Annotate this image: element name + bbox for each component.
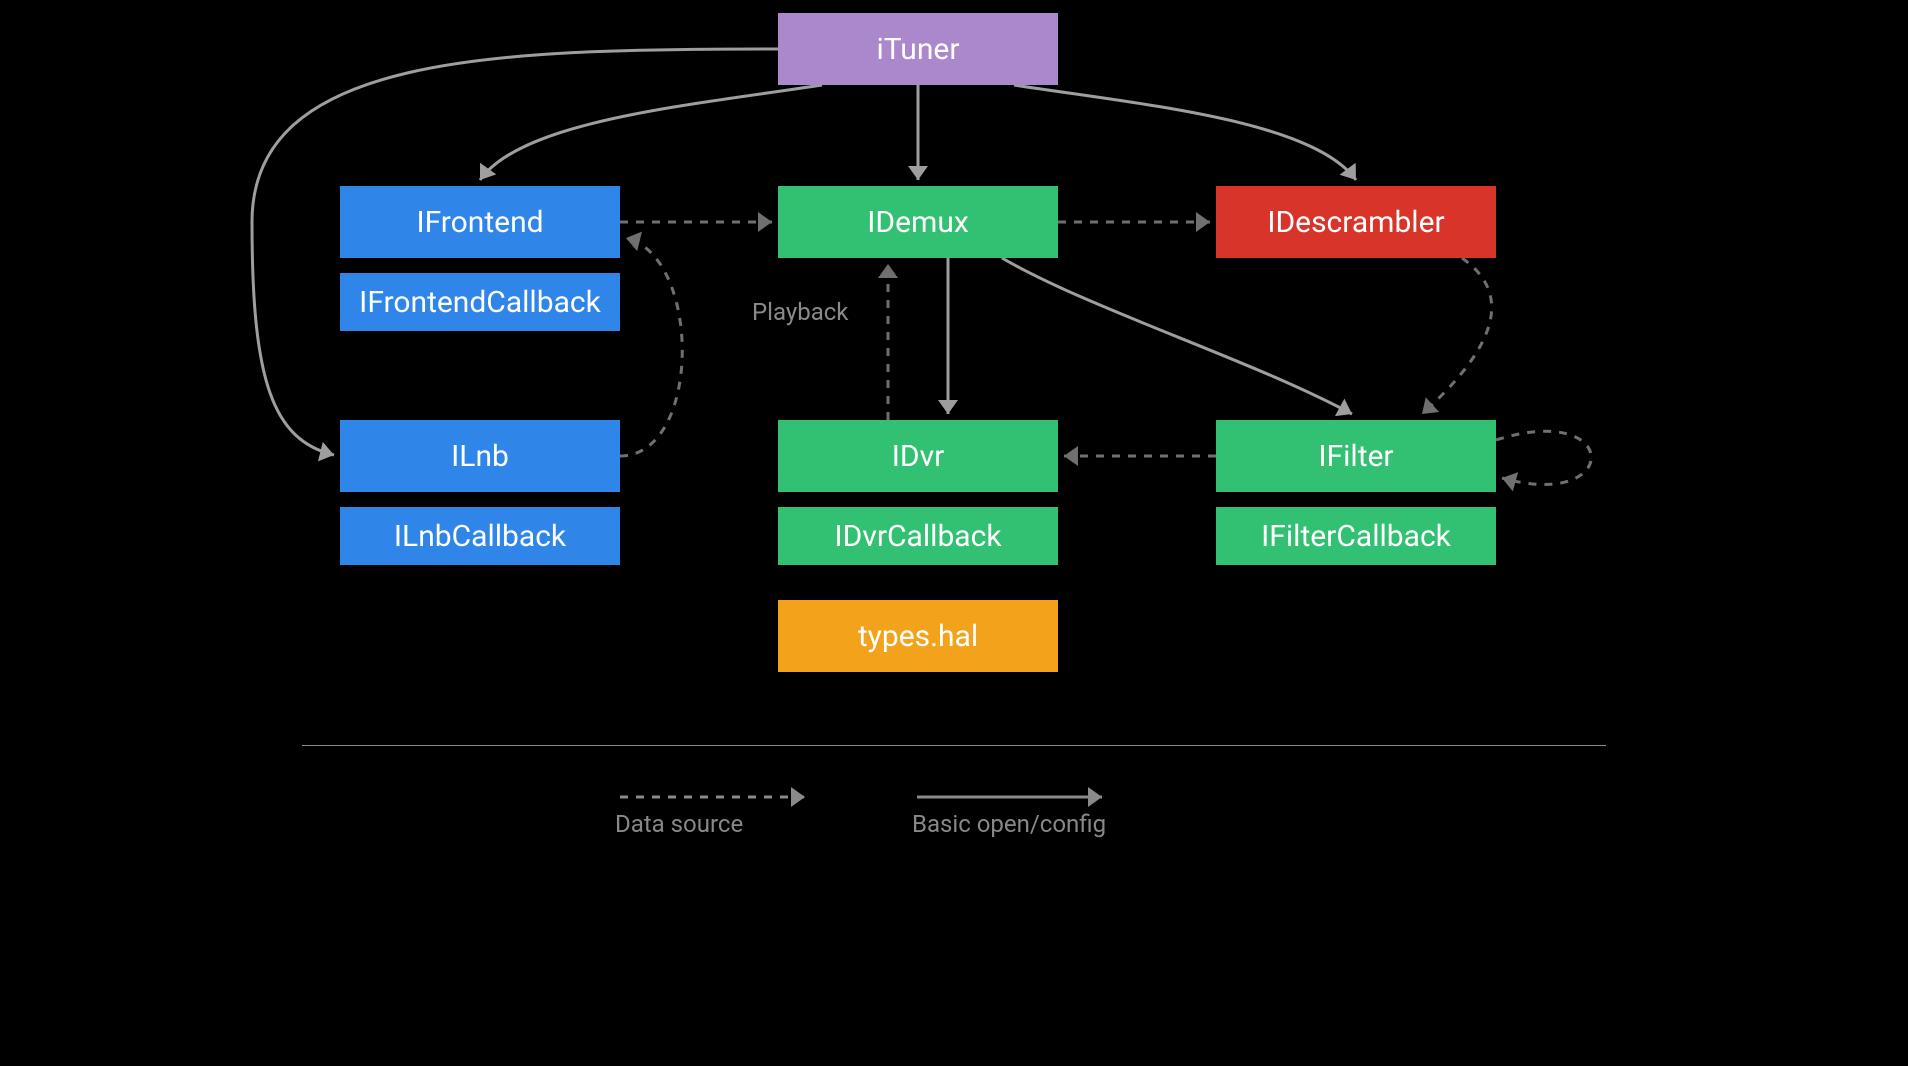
legend-arrow-solid: [912, 782, 1122, 812]
node-idvrcb: IDvrCallback: [778, 507, 1058, 565]
node-ilnb: ILnb: [340, 420, 620, 492]
node-idescr: IDescrambler: [1216, 186, 1496, 258]
node-ituner: iTuner: [778, 13, 1058, 85]
node-ifilter: IFilter: [1216, 420, 1496, 492]
edge-ituner-idescr: [1014, 85, 1356, 180]
svg-text:Playback: Playback: [752, 298, 849, 326]
edge-idemux-idvr: [938, 258, 958, 414]
edge-ifilter-ifilter: [1496, 431, 1591, 491]
node-ilnbcb: ILnbCallback: [340, 507, 620, 565]
edge-idvr-idemux: Playback: [752, 264, 898, 420]
edge-idemux-ifilter: [1002, 258, 1352, 416]
legend-label-dashed: Data source: [615, 810, 865, 838]
legend-label-solid: Basic open/config: [912, 810, 1162, 838]
edge-ituner-ifrontend: [480, 85, 822, 180]
node-ifiltercb: IFilterCallback: [1216, 507, 1496, 565]
edge-idescr-ifilter: [1422, 258, 1492, 414]
node-ifrontend: IFrontend: [340, 186, 620, 258]
legend-rule: [302, 745, 1606, 746]
node-ifrontendcb: IFrontendCallback: [340, 273, 620, 331]
edge-ifrontend-idemux: [620, 212, 772, 232]
edge-ituner-idemux: [908, 85, 928, 180]
node-typeshal: types.hal: [778, 600, 1058, 672]
node-idemux: IDemux: [778, 186, 1058, 258]
node-idvr: IDvr: [778, 420, 1058, 492]
legend-arrow-dashed: [615, 782, 825, 812]
edge-ifilter-idvr: [1064, 446, 1216, 466]
edge-ilnb-ifrontend: [620, 232, 682, 456]
edge-idemux-idescr: [1058, 212, 1210, 232]
diagram-canvas: Playback iTuner IFrontend IFrontendCallbac…: [192, 0, 1716, 852]
